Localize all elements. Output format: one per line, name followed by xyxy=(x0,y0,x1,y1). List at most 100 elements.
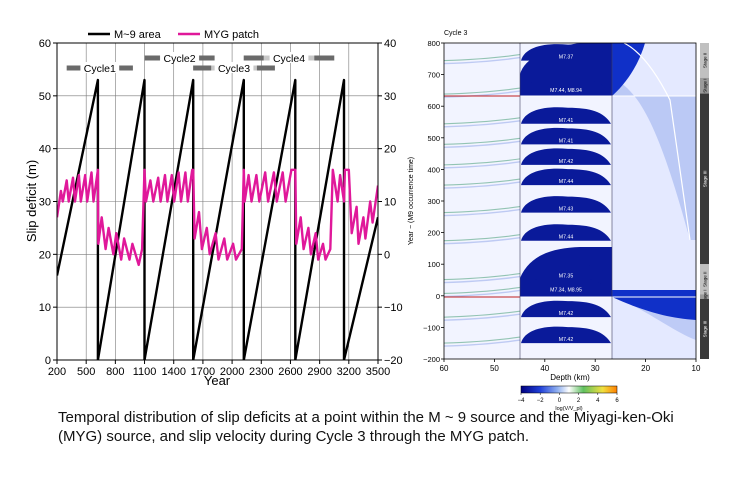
deep-streak-halo xyxy=(444,313,521,321)
deep-streak xyxy=(444,336,521,344)
heatmap-y-tick-label: 800 xyxy=(427,39,440,48)
right-y-tick-label: 40 xyxy=(384,38,396,50)
x-tick-label: 800 xyxy=(106,366,124,378)
right-y-tick-label: 20 xyxy=(384,144,396,156)
cycle-bar-start xyxy=(193,65,212,71)
heatmap-x-ticks: 60 50 40 30 20 10 xyxy=(440,359,701,373)
cycle-label-bg xyxy=(269,52,309,63)
stage-segment xyxy=(700,77,709,94)
heatmap-x-tick-label: 60 xyxy=(440,364,449,373)
cycle-label-bg xyxy=(214,62,254,73)
shallow-rupture-upper xyxy=(612,43,645,96)
event-label: M7.44 xyxy=(559,235,574,241)
deep-streak xyxy=(444,54,521,62)
left-x-axis-label: Year xyxy=(204,373,231,388)
right-y-tick-label: 0 xyxy=(384,249,390,261)
colorbar-tick-label: −4 xyxy=(518,398,526,404)
y-tick-label: 60 xyxy=(39,38,51,50)
shallow-slip-fan-upper xyxy=(612,78,696,240)
stage-label: Stage II xyxy=(703,53,708,69)
event-label: M7.42 xyxy=(559,337,574,343)
right-y-tick-label: −20 xyxy=(384,355,403,367)
stage-segment xyxy=(700,298,709,359)
patch-lobe xyxy=(521,127,611,145)
y-tick-label: 0 xyxy=(45,355,51,367)
legend-m9-label: M~9 area xyxy=(114,29,162,41)
heatmap-body: M7.37 M7.44, M8.94 M7.41 M7.41 M7.42 M7.44 M7.… xyxy=(444,43,696,359)
x-tick-label: 3200 xyxy=(337,366,361,378)
stage-segment xyxy=(700,264,709,295)
stage-label: Stage II xyxy=(703,271,708,287)
right-y-tick-label: −10 xyxy=(384,302,403,314)
x-tick-label: 500 xyxy=(77,366,95,378)
legend-myg-label: MYG patch xyxy=(204,29,259,41)
y-tick-label: 40 xyxy=(39,144,51,156)
shallow-slip-fan-lower xyxy=(612,297,696,340)
cycle-bar-end xyxy=(256,65,275,71)
x-tick-label: 1700 xyxy=(191,366,215,378)
event-label: M7.42 xyxy=(559,159,574,165)
heatmap-patch-lobes xyxy=(521,44,611,344)
heatmap-shallow-wash xyxy=(612,43,696,359)
deep-streak xyxy=(444,273,521,281)
cycle-label: Cycle2 xyxy=(164,53,196,65)
event-label: M7.44, M8.94 xyxy=(550,88,582,94)
right-y-tick-label: 10 xyxy=(384,197,396,209)
deep-streak xyxy=(444,178,521,186)
left-series xyxy=(57,78,378,360)
heatmap-y-tick-label: 700 xyxy=(427,71,440,80)
deep-streak-halo xyxy=(444,90,521,98)
y-tick-label: 10 xyxy=(39,302,51,314)
stage-segment xyxy=(700,294,709,299)
colorbar-gradient xyxy=(520,385,618,394)
deep-streak xyxy=(444,234,521,242)
x-tick-label: 2600 xyxy=(278,366,302,378)
heatmap-x-tick-label: 40 xyxy=(540,364,549,373)
event-label: M7.42 xyxy=(559,311,574,317)
stage-bar: Stage II Stage I Stage III Stage II Stage I S… xyxy=(700,43,709,359)
left-x-ticks: 200 500 800 1100 1400 1700 2000 2300 2600 2900 320… xyxy=(48,360,390,378)
deep-streak xyxy=(444,117,521,125)
patch-lobe xyxy=(521,276,611,294)
y-tick-label: 50 xyxy=(39,91,51,103)
deep-streak-halo xyxy=(444,140,521,149)
deep-streak-halo xyxy=(444,181,521,189)
deep-streak-halo xyxy=(444,120,521,128)
x-tick-label: 3500 xyxy=(366,366,390,378)
myg-patch-series-line xyxy=(57,168,378,267)
patch-lobe xyxy=(521,77,611,95)
patch-lobe xyxy=(521,168,611,186)
cycle-bar-start xyxy=(66,65,82,71)
heatmap-y-tick-label: −100 xyxy=(423,323,440,332)
patch-lobe xyxy=(521,326,611,344)
deep-streak xyxy=(444,206,521,214)
deep-streak-halo xyxy=(444,339,521,347)
heatmap-x-axis-label: Depth (km) xyxy=(550,373,590,382)
deep-streak-halo xyxy=(444,161,521,169)
colorbar-ticks: −4 −2 0 2 4 6 xyxy=(518,393,619,404)
heatmap-streaks xyxy=(444,54,521,347)
patch-lobe xyxy=(521,196,611,213)
heatmap-y-tick-label: −200 xyxy=(423,355,440,364)
deep-streak xyxy=(444,158,521,166)
m9-area-series-line xyxy=(57,78,378,360)
heatmap-x-tick-label: 50 xyxy=(490,364,499,373)
colorbar-tick-label: 0 xyxy=(558,398,562,404)
cycle-label: Cycle4 xyxy=(273,53,305,65)
cycle-bar-end xyxy=(118,65,133,71)
heatmap-y-tick-label: 0 xyxy=(436,292,440,301)
cycle-bar-start xyxy=(144,55,160,61)
event-label: M7.43 xyxy=(559,207,574,213)
cycle-label: Cycle3 xyxy=(218,63,250,75)
heatmap-y-ticks: −200 −100 0 100 200 300 400 500 600 700 800 xyxy=(423,39,444,364)
cycle-annotations: Cycle1 Cycle2 Cycle3 Cycle4 xyxy=(66,52,335,75)
colorbar-tick-label: 2 xyxy=(577,398,581,404)
heatmap-y-tick-label: 100 xyxy=(427,260,440,269)
cycle-label-bg xyxy=(80,62,120,73)
colorbar-label: log(V/V_pl) xyxy=(555,406,582,412)
patch-lobe xyxy=(521,148,611,165)
deep-streak xyxy=(444,137,521,145)
stage-label: Stage I xyxy=(703,79,708,93)
patch-lobe xyxy=(521,44,611,61)
